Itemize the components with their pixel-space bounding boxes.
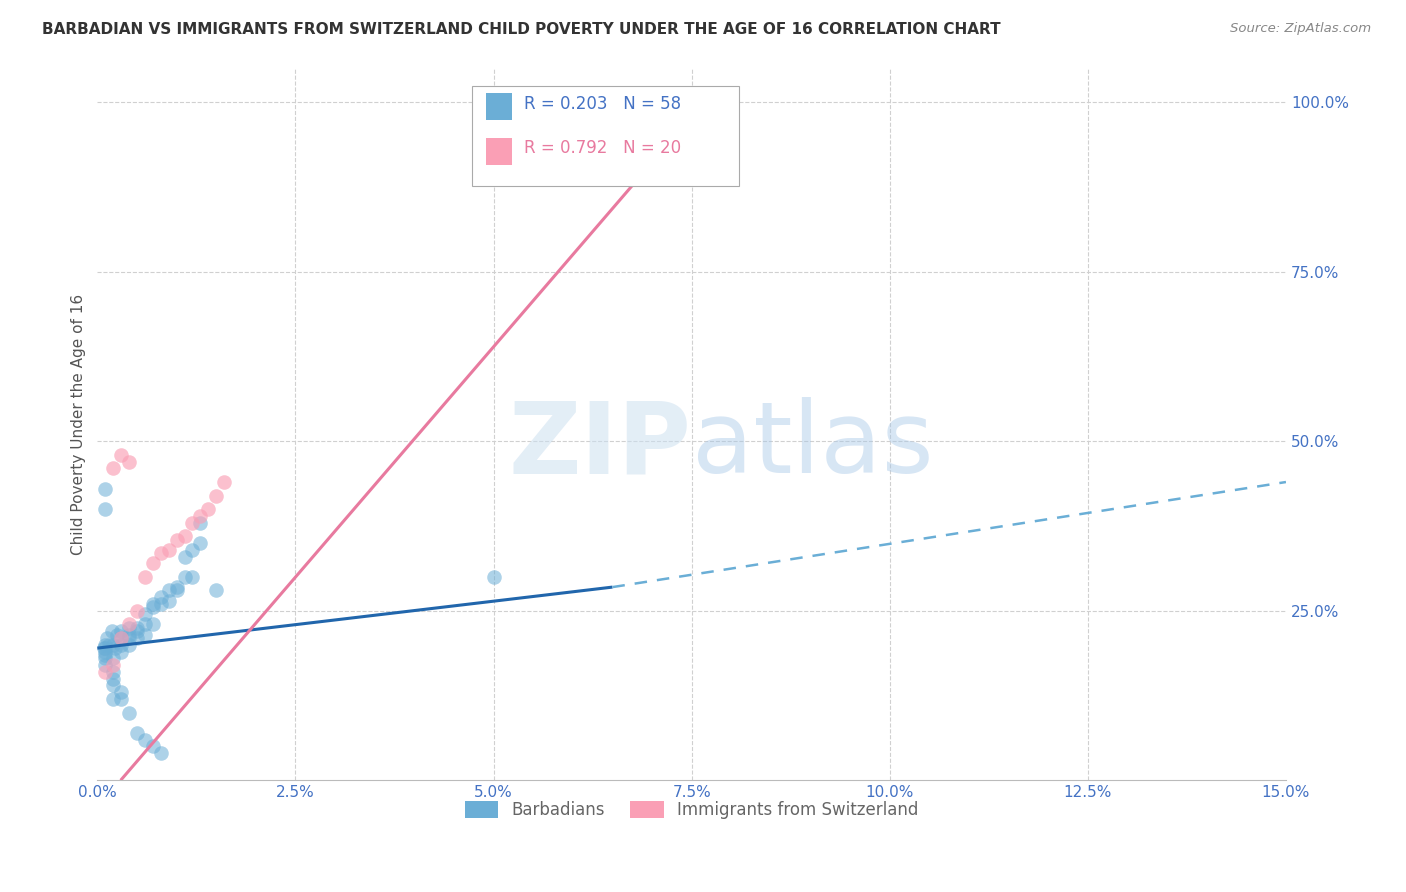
Point bbox=[181, 516, 204, 530]
Point bbox=[103, 658, 125, 673]
Point bbox=[103, 651, 125, 665]
Point bbox=[142, 600, 165, 615]
Point bbox=[166, 533, 188, 547]
Point bbox=[149, 591, 172, 605]
Point bbox=[641, 95, 664, 110]
Point bbox=[134, 570, 156, 584]
Bar bbox=[486, 137, 512, 165]
Point bbox=[118, 621, 141, 635]
Point bbox=[93, 641, 115, 656]
Point bbox=[118, 627, 141, 641]
Point bbox=[157, 593, 180, 607]
Point bbox=[142, 617, 165, 632]
Text: Source: ZipAtlas.com: Source: ZipAtlas.com bbox=[1230, 22, 1371, 36]
Point bbox=[190, 516, 212, 530]
Point bbox=[118, 638, 141, 652]
Point bbox=[98, 638, 121, 652]
Point bbox=[157, 583, 180, 598]
Point bbox=[110, 638, 132, 652]
Point bbox=[142, 597, 165, 611]
Point bbox=[134, 627, 156, 641]
Point bbox=[166, 580, 188, 594]
Text: atlas: atlas bbox=[692, 397, 934, 494]
Point bbox=[110, 448, 132, 462]
Point bbox=[205, 583, 228, 598]
Point bbox=[149, 597, 172, 611]
Point bbox=[110, 631, 132, 645]
Point bbox=[173, 549, 195, 564]
Point bbox=[149, 746, 172, 760]
Point bbox=[134, 607, 156, 622]
Point bbox=[125, 631, 148, 645]
Point bbox=[94, 502, 117, 516]
Point bbox=[103, 665, 125, 679]
Point bbox=[105, 627, 128, 641]
Point bbox=[118, 631, 141, 645]
Text: ZIP: ZIP bbox=[509, 397, 692, 494]
Point bbox=[110, 631, 132, 645]
Point bbox=[110, 624, 132, 639]
Point bbox=[134, 732, 156, 747]
Point bbox=[157, 542, 180, 557]
Point bbox=[103, 638, 125, 652]
Point bbox=[181, 570, 204, 584]
Point bbox=[173, 570, 195, 584]
Legend: Barbadians, Immigrants from Switzerland: Barbadians, Immigrants from Switzerland bbox=[458, 794, 925, 825]
Y-axis label: Child Poverty Under the Age of 16: Child Poverty Under the Age of 16 bbox=[72, 293, 86, 555]
Point bbox=[134, 617, 156, 632]
Point bbox=[482, 570, 505, 584]
Point bbox=[110, 692, 132, 706]
Point bbox=[125, 621, 148, 635]
Point bbox=[166, 583, 188, 598]
Point bbox=[96, 631, 118, 645]
Text: R = 0.792   N = 20: R = 0.792 N = 20 bbox=[524, 139, 681, 157]
Point bbox=[94, 638, 117, 652]
Point bbox=[181, 542, 204, 557]
Point bbox=[103, 461, 125, 475]
Point bbox=[94, 665, 117, 679]
Point bbox=[94, 641, 117, 656]
Point bbox=[94, 651, 117, 665]
Point bbox=[125, 726, 148, 740]
Point bbox=[142, 557, 165, 571]
Point bbox=[103, 692, 125, 706]
Point bbox=[125, 624, 148, 639]
Point bbox=[190, 508, 212, 523]
Point bbox=[94, 644, 117, 658]
Point bbox=[100, 624, 122, 639]
Point bbox=[197, 502, 219, 516]
Point bbox=[110, 685, 132, 699]
Bar bbox=[486, 94, 512, 120]
Point bbox=[205, 489, 228, 503]
FancyBboxPatch shape bbox=[472, 87, 740, 186]
Point bbox=[94, 482, 117, 496]
Point bbox=[142, 739, 165, 754]
Point bbox=[190, 536, 212, 550]
Point bbox=[104, 641, 127, 656]
Text: R = 0.203   N = 58: R = 0.203 N = 58 bbox=[524, 95, 681, 113]
Point bbox=[118, 455, 141, 469]
Point bbox=[103, 672, 125, 686]
Point bbox=[110, 644, 132, 658]
Point bbox=[94, 648, 117, 662]
Point bbox=[103, 678, 125, 692]
Text: BARBADIAN VS IMMIGRANTS FROM SWITZERLAND CHILD POVERTY UNDER THE AGE OF 16 CORRE: BARBADIAN VS IMMIGRANTS FROM SWITZERLAND… bbox=[42, 22, 1001, 37]
Point bbox=[125, 604, 148, 618]
Point bbox=[149, 546, 172, 560]
Point bbox=[173, 529, 195, 543]
Point bbox=[212, 475, 235, 489]
Point bbox=[118, 617, 141, 632]
Point bbox=[94, 658, 117, 673]
Point bbox=[118, 706, 141, 720]
